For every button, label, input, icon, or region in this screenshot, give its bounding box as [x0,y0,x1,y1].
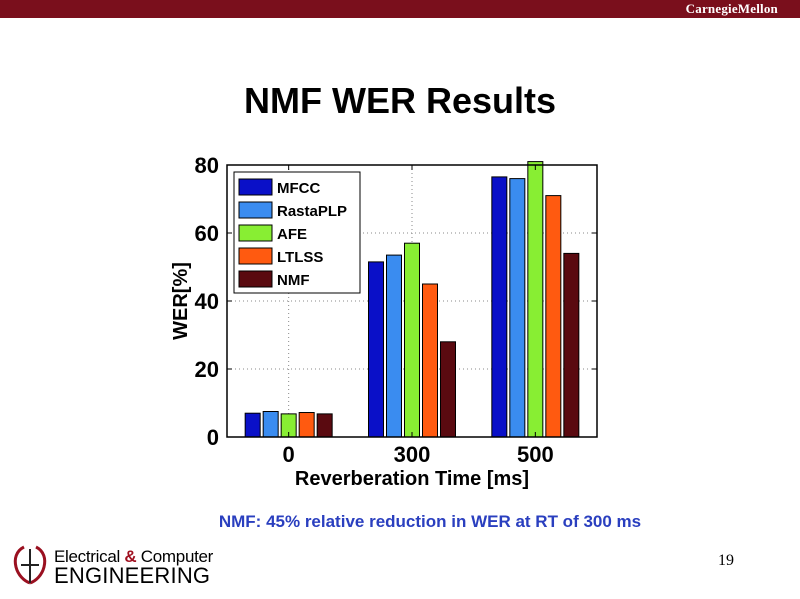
legend-swatch-ltlss [238,247,273,265]
bar-afe-300 [404,242,420,438]
y-tick-label: 80 [195,153,219,178]
slide-caption: NMF: 45% relative reduction in WER at RT… [218,512,642,531]
y-tick-label: 40 [195,289,219,314]
logo-line-2: ENGINEERING [54,563,211,588]
bar-rastaplp-500 [509,178,526,438]
ece-logo: Electrical & Computer ENGINEERING [10,543,213,588]
logo-ampersand: & [124,547,137,566]
legend-label-mfcc: MFCC [277,180,320,197]
logo-text-electrical: Electrical [54,547,125,566]
bar-ltlss-500 [545,195,562,438]
legend-label-ltlss: LTLSS [277,249,323,266]
legend-swatch-nmf [238,270,273,288]
bar-ltlss-300 [422,283,438,438]
bar-mfcc-300 [368,261,384,438]
bar-nmf-0 [316,413,333,438]
legend-swatch-afe [238,224,273,242]
bar-mfcc-0 [244,412,261,438]
bar-nmf-500 [563,252,580,438]
y-tick-label: 20 [195,357,219,382]
bar-mfcc-500 [491,176,508,438]
legend-swatch-mfcc [238,178,273,196]
y-tick-label: 0 [207,425,219,450]
logo-text-computer: Computer [136,547,214,566]
bar-afe-500 [527,161,544,438]
legend-swatch-rastaplp [238,201,273,219]
brand-bar: CarnegieMellon [0,0,800,18]
bar-rastaplp-300 [386,254,402,438]
y-tick-label: 60 [195,221,219,246]
logo-line-1: Electrical & Computer [54,547,213,567]
bar-rastaplp-0 [262,411,279,438]
legend-label-nmf: NMF [277,272,310,289]
y-axis-label: WER[%] [170,262,192,340]
ece-logo-mark-icon [13,545,47,585]
university-wordmark: CarnegieMellon [685,1,778,16]
x-tick-label: 0 [283,442,295,467]
bar-nmf-300 [440,341,456,438]
page-number: 19 [718,552,734,569]
slide-title: NMF WER Results [243,80,556,121]
legend-label-rastaplp: RastaPLP [277,203,347,220]
x-tick-label: 500 [517,442,554,467]
legend-label-afe: AFE [277,226,307,243]
x-tick-label: 300 [394,442,431,467]
x-axis-label: Reverberation Time [ms] [295,468,529,490]
bar-ltlss-0 [298,412,315,438]
